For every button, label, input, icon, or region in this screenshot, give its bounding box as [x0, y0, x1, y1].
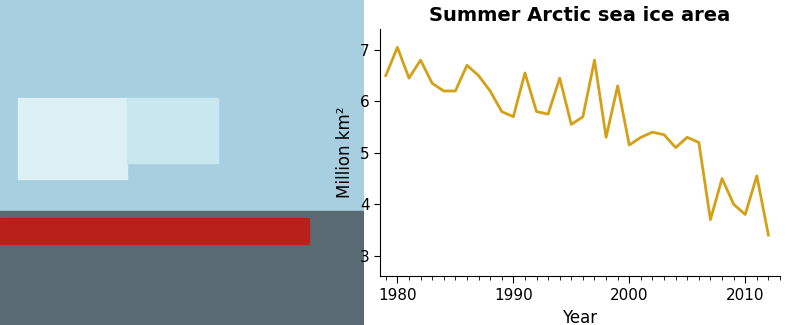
Title: Summer Arctic sea ice area: Summer Arctic sea ice area: [430, 6, 730, 25]
X-axis label: Year: Year: [562, 309, 598, 325]
Bar: [0, 211, 364, 325]
Bar: [18, 98, 127, 179]
Bar: [0, 218, 310, 244]
Y-axis label: Million km²: Million km²: [336, 107, 354, 199]
Bar: [0, 0, 364, 211]
Bar: [127, 98, 218, 162]
